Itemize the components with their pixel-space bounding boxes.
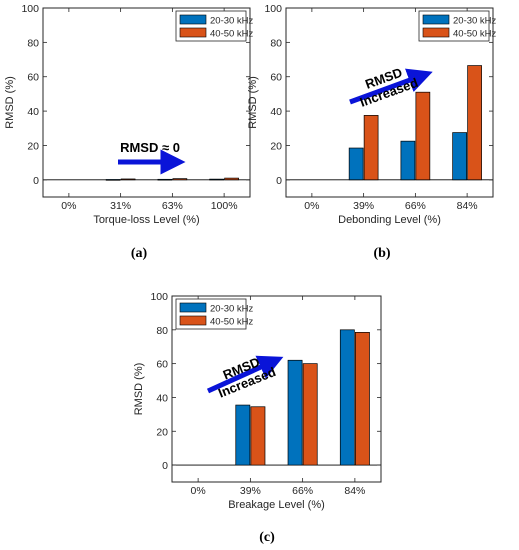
y-tick-label: 40 (27, 106, 39, 118)
legend-swatch (422, 27, 450, 38)
bar-series1 (339, 329, 355, 466)
y-tick-label: 0 (162, 460, 168, 472)
bar-series2 (250, 406, 266, 466)
x-tick-label: 0% (191, 485, 206, 497)
bar-series2 (224, 177, 239, 181)
x-tick-label: 0% (61, 200, 76, 212)
charts-group: 0 20 40 60 80 100 0% 31% 63% 100% Torque-loss Leve… (4, 3, 497, 511)
legend: 20-30 kHz 40-50 kHz (175, 298, 254, 330)
x-tick-label: 66% (405, 200, 426, 212)
y-axis-label: RMSD (%) (247, 76, 259, 129)
legend-label: 20-30 kHz (453, 16, 497, 27)
bar-series2 (172, 178, 188, 181)
bar-series2 (302, 363, 318, 466)
caption-c: (c) (259, 530, 275, 545)
y-tick-label: 100 (150, 291, 168, 303)
x-tick-label: 0% (304, 200, 319, 212)
x-tick-label: 31% (110, 200, 131, 212)
legend: 20-30 kHz 40-50 kHz (175, 10, 254, 42)
bar-series1 (209, 178, 224, 181)
legend-label: 20-30 kHz (210, 304, 254, 315)
bar-series1 (235, 404, 251, 466)
y-tick-label: 80 (270, 37, 282, 49)
y-tick-label: 20 (27, 140, 39, 152)
annotation-arrow (349, 68, 433, 105)
x-tick-label: 39% (353, 200, 374, 212)
chart-2: 0 20 40 60 80 100 0% 39% 66% 84% Breakage Level (%… (133, 291, 382, 511)
y-axis-label: RMSD (%) (133, 363, 145, 416)
chart-1: 0 20 40 60 80 100 0% 39% 66% 84% Debonding Level (… (247, 3, 497, 226)
legend: 20-30 kHz 40-50 kHz (418, 10, 497, 42)
x-tick-label: 84% (457, 200, 478, 212)
bar-series1 (287, 359, 303, 466)
y-tick-label: 40 (156, 392, 168, 404)
y-tick-label: 20 (156, 426, 168, 438)
x-tick-label: 39% (240, 485, 261, 497)
bar-series2 (415, 91, 431, 181)
bar-series2 (355, 332, 370, 466)
bar-series2 (363, 115, 379, 181)
bar-series2 (467, 65, 482, 181)
y-axis-label: RMSD (%) (4, 76, 16, 129)
legend-label: 40-50 kHz (210, 317, 254, 328)
bar-series1 (400, 140, 416, 181)
x-axis-label: Debonding Level (%) (338, 214, 441, 226)
bar-series1 (157, 178, 173, 181)
bar-series1 (452, 132, 467, 181)
x-tick-label: 66% (292, 485, 313, 497)
y-tick-label: 0 (33, 175, 39, 187)
x-axis-label: Torque-loss Level (%) (93, 214, 199, 226)
legend-label: 40-50 kHz (210, 29, 254, 40)
annotation-arrow (206, 355, 284, 394)
annotation-text: RMSD ≈ 0 (120, 140, 180, 155)
bar-series1 (105, 179, 121, 181)
x-axis-label: Breakage Level (%) (228, 499, 325, 511)
y-tick-label: 100 (21, 3, 39, 15)
y-tick-label: 40 (270, 106, 282, 118)
x-tick-label: 63% (162, 200, 183, 212)
caption-b: (b) (373, 246, 391, 261)
y-tick-label: 0 (276, 175, 282, 187)
legend-swatch (422, 14, 450, 25)
x-tick-label: 100% (211, 200, 238, 212)
y-tick-label: 60 (156, 359, 168, 371)
legend-swatch (179, 315, 207, 326)
x-tick-label: 84% (344, 485, 365, 497)
chart-0: 0 20 40 60 80 100 0% 31% 63% 100% Torque-loss Leve… (4, 3, 254, 226)
y-tick-label: 80 (27, 37, 39, 49)
y-tick-label: 100 (264, 3, 282, 15)
y-tick-label: 60 (27, 72, 39, 84)
bar-series1 (348, 147, 364, 181)
y-tick-label: 60 (270, 72, 282, 84)
y-tick-label: 80 (156, 325, 168, 337)
legend-swatch (179, 302, 207, 313)
legend-label: 20-30 kHz (210, 16, 254, 27)
legend-swatch (179, 14, 207, 25)
caption-a: (a) (130, 246, 148, 261)
bar-series2 (120, 178, 136, 181)
legend-swatch (179, 27, 207, 38)
legend-label: 40-50 kHz (453, 29, 497, 40)
y-tick-label: 20 (270, 140, 282, 152)
